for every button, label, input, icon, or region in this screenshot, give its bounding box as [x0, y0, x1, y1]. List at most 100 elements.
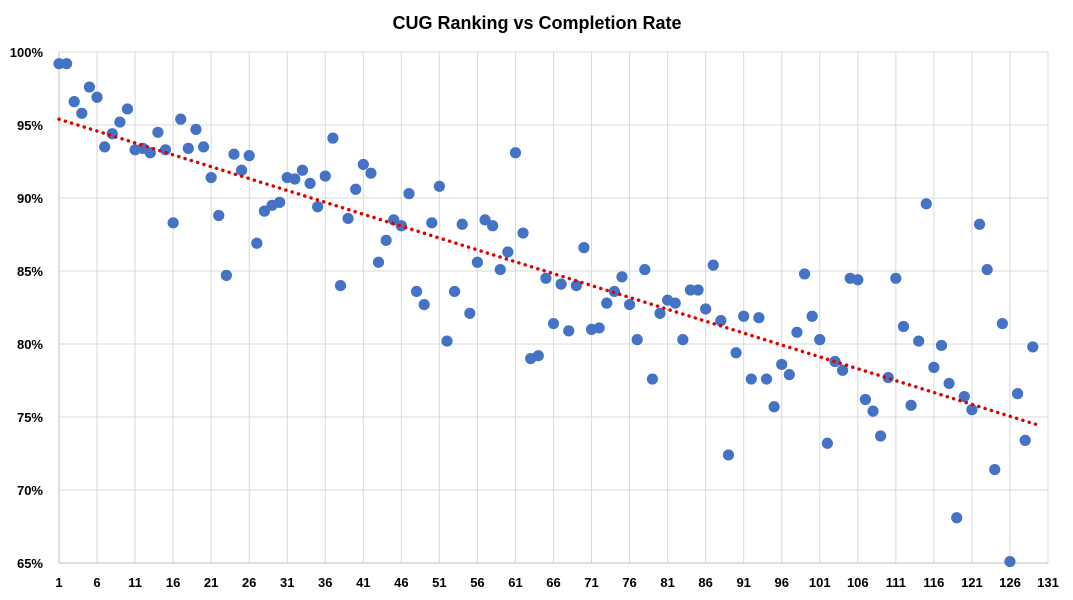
x-tick-label: 131 — [1037, 575, 1059, 590]
data-point — [449, 285, 461, 298]
data-point — [182, 142, 194, 154]
data-point — [289, 173, 301, 185]
data-point — [578, 242, 590, 254]
data-point — [342, 212, 354, 225]
data-point — [76, 107, 88, 119]
data-point — [220, 269, 232, 281]
data-point — [350, 183, 362, 195]
data-point — [730, 347, 742, 359]
data-point — [989, 463, 1001, 476]
data-point — [570, 280, 582, 292]
trendline-group — [57, 117, 1043, 428]
x-tick-label: 111 — [886, 575, 906, 590]
x-tick-label: 56 — [470, 575, 484, 590]
data-point — [319, 170, 331, 182]
data-point — [365, 167, 377, 179]
data-point — [814, 334, 826, 346]
data-point — [646, 373, 659, 385]
data-point — [928, 361, 940, 373]
x-tick-label: 66 — [546, 575, 560, 590]
data-point — [905, 399, 917, 411]
y-tick-label: 65% — [17, 556, 43, 571]
x-tick-label: 26 — [242, 575, 256, 590]
data-point — [692, 284, 704, 296]
x-tick-label: 71 — [584, 575, 598, 590]
data-point — [601, 297, 613, 309]
data-point — [121, 103, 134, 115]
data-point — [357, 158, 369, 171]
data-point — [243, 150, 255, 162]
data-point — [738, 310, 750, 322]
data-point — [715, 315, 727, 327]
data-point — [456, 218, 468, 230]
data-point — [996, 317, 1008, 330]
data-point — [722, 449, 735, 461]
data-point — [958, 390, 970, 403]
data-point — [205, 171, 217, 184]
data-point — [509, 147, 522, 159]
x-tick-label: 96 — [774, 575, 788, 590]
data-point — [304, 177, 316, 189]
axes — [58, 52, 1048, 564]
data-point — [852, 274, 864, 286]
data-point — [913, 335, 925, 347]
data-point — [464, 307, 476, 319]
y-tick-label: 95% — [17, 118, 43, 133]
data-point — [61, 58, 73, 70]
data-point — [403, 188, 415, 200]
x-tick-label: 16 — [166, 575, 180, 590]
x-tick-label: 11 — [128, 575, 142, 590]
x-tick-label: 61 — [508, 575, 522, 590]
data-point — [91, 91, 103, 103]
data-points — [53, 58, 1039, 568]
data-point — [981, 263, 993, 276]
data-point — [175, 113, 187, 125]
y-tick-label: 70% — [17, 483, 43, 498]
y-tick-label: 75% — [17, 410, 43, 425]
data-point — [616, 271, 628, 283]
data-point — [776, 358, 788, 371]
data-point — [197, 141, 210, 153]
data-point — [228, 148, 240, 160]
data-point — [791, 326, 803, 338]
x-tick-label: 101 — [809, 575, 831, 590]
data-point — [783, 369, 795, 381]
data-point — [395, 220, 407, 232]
data-point — [875, 430, 887, 442]
data-point — [806, 310, 818, 322]
y-tick-labels: 65% 70% 75% 80% 85% 90% 95% 100% — [10, 45, 44, 571]
x-tick-label: 91 — [736, 575, 750, 590]
data-point — [821, 437, 833, 449]
data-point — [1027, 341, 1039, 353]
x-tick-label: 36 — [318, 575, 332, 590]
x-tick-label: 126 — [999, 575, 1021, 590]
data-point — [677, 334, 689, 346]
data-point — [114, 116, 126, 128]
data-point — [540, 272, 552, 284]
data-point — [426, 217, 438, 229]
data-point — [897, 320, 910, 333]
data-point — [1004, 555, 1016, 568]
data-point — [471, 256, 484, 268]
data-point — [83, 81, 96, 93]
data-point — [235, 164, 248, 176]
data-point — [547, 317, 560, 330]
data-point — [327, 132, 339, 144]
data-point — [388, 214, 400, 226]
y-tick-label: 100% — [10, 45, 44, 60]
data-point — [623, 298, 636, 311]
data-point — [334, 280, 347, 292]
data-point — [639, 263, 651, 276]
x-tick-labels: 1 6 11 16 21 26 31 36 41 46 51 56 61 66 71 76 81 86 91 96 10… — [55, 575, 1058, 590]
x-tick-label: 1 — [55, 575, 62, 590]
x-tick-label: 76 — [622, 575, 636, 590]
data-point — [1011, 388, 1024, 400]
data-point — [258, 205, 271, 217]
x-tick-label: 41 — [356, 575, 370, 590]
data-point — [707, 259, 719, 271]
data-point — [669, 297, 681, 309]
x-tick-label: 86 — [698, 575, 712, 590]
data-point — [966, 404, 978, 416]
data-point — [296, 164, 309, 176]
trendline — [57, 117, 1043, 428]
